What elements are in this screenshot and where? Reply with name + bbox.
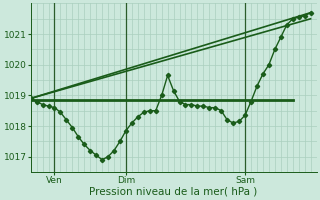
X-axis label: Pression niveau de la mer( hPa ): Pression niveau de la mer( hPa ) (90, 187, 258, 197)
